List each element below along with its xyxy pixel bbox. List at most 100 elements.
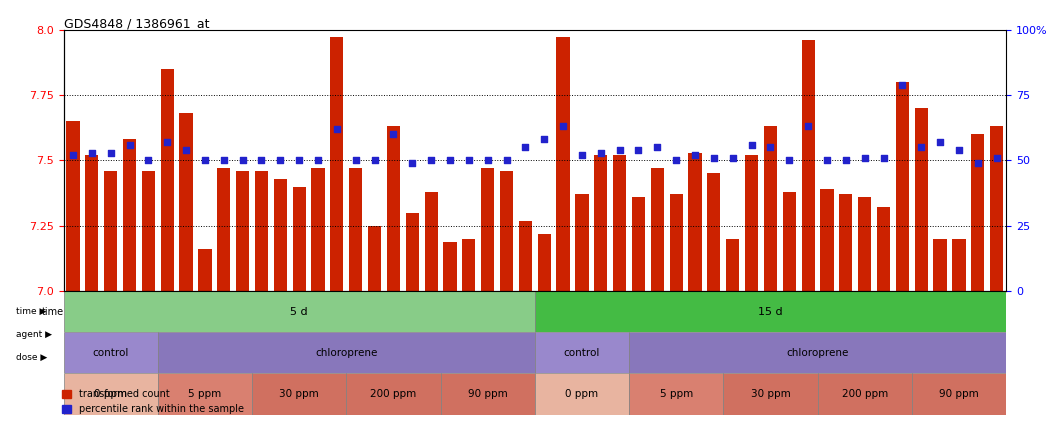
Text: agent ▶: agent ▶ xyxy=(16,330,52,339)
Text: 30 ppm: 30 ppm xyxy=(751,389,790,399)
Bar xyxy=(387,126,400,291)
Bar xyxy=(311,168,325,291)
Bar xyxy=(64,374,158,415)
Point xyxy=(724,154,741,161)
Legend: transformed count, percentile rank within the sample: transformed count, percentile rank withi… xyxy=(58,385,248,418)
Point xyxy=(479,157,496,164)
Point xyxy=(140,157,157,164)
Bar xyxy=(462,239,475,291)
Bar xyxy=(821,189,833,291)
Point xyxy=(951,146,968,153)
Point xyxy=(592,149,609,156)
Point xyxy=(442,157,459,164)
Point xyxy=(574,152,591,159)
Bar xyxy=(723,374,818,415)
Bar xyxy=(839,195,852,291)
Bar xyxy=(707,173,720,291)
Point xyxy=(403,159,420,166)
Point xyxy=(743,141,760,148)
Point xyxy=(272,157,289,164)
Point xyxy=(215,157,232,164)
Text: GDS4848 / 1386961_at: GDS4848 / 1386961_at xyxy=(64,17,209,30)
Text: 5 d: 5 d xyxy=(290,307,308,317)
Bar xyxy=(744,155,758,291)
Text: 200 ppm: 200 ppm xyxy=(371,389,416,399)
Bar xyxy=(123,140,137,291)
Text: 0 ppm: 0 ppm xyxy=(94,389,127,399)
Bar xyxy=(292,187,306,291)
Bar xyxy=(538,233,551,291)
Bar xyxy=(783,192,796,291)
Point xyxy=(686,152,703,159)
Point xyxy=(988,154,1005,161)
Text: 90 ppm: 90 ppm xyxy=(468,389,507,399)
Bar xyxy=(161,69,174,291)
Text: 200 ppm: 200 ppm xyxy=(842,389,887,399)
Point xyxy=(84,149,101,156)
Point xyxy=(423,157,439,164)
Bar xyxy=(425,192,437,291)
Bar xyxy=(535,291,1006,332)
Bar xyxy=(273,179,287,291)
Text: 5 ppm: 5 ppm xyxy=(189,389,221,399)
Bar xyxy=(858,197,872,291)
Bar xyxy=(802,40,814,291)
Text: 0 ppm: 0 ppm xyxy=(566,389,598,399)
Bar xyxy=(217,168,231,291)
Text: 30 ppm: 30 ppm xyxy=(280,389,319,399)
Point xyxy=(328,126,345,132)
Bar xyxy=(481,168,495,291)
Bar xyxy=(349,168,362,291)
Point xyxy=(932,139,949,146)
Bar xyxy=(915,108,928,291)
Point xyxy=(347,157,364,164)
Bar xyxy=(632,197,645,291)
Bar xyxy=(629,332,1006,374)
Bar xyxy=(330,38,343,291)
Text: control: control xyxy=(563,348,600,358)
Bar xyxy=(556,38,570,291)
Bar xyxy=(367,226,381,291)
Bar xyxy=(912,374,1006,415)
Bar xyxy=(613,155,626,291)
Bar xyxy=(500,171,514,291)
Bar xyxy=(933,239,947,291)
Bar xyxy=(650,168,664,291)
Bar xyxy=(669,195,683,291)
Bar xyxy=(896,82,909,291)
Point xyxy=(630,146,647,153)
Bar xyxy=(252,374,346,415)
Bar xyxy=(441,374,535,415)
Bar xyxy=(406,213,419,291)
Text: chloroprene: chloroprene xyxy=(316,348,377,358)
Text: time ▶: time ▶ xyxy=(16,306,47,316)
Point xyxy=(461,157,478,164)
Point xyxy=(385,131,402,137)
Bar xyxy=(575,195,589,291)
Point xyxy=(611,146,628,153)
Point xyxy=(536,136,553,143)
Text: control: control xyxy=(92,348,129,358)
Point xyxy=(253,157,270,164)
Bar xyxy=(629,374,723,415)
Bar xyxy=(764,126,777,291)
Text: chloroprene: chloroprene xyxy=(787,348,848,358)
Bar xyxy=(179,113,193,291)
Bar xyxy=(952,239,966,291)
Bar xyxy=(158,374,252,415)
Point xyxy=(121,141,138,148)
Bar xyxy=(726,239,739,291)
Bar xyxy=(158,332,535,374)
Point xyxy=(856,154,873,161)
Text: time: time xyxy=(41,307,64,317)
Text: dose ▶: dose ▶ xyxy=(16,353,48,362)
Point xyxy=(197,157,214,164)
Bar xyxy=(64,332,158,374)
Point xyxy=(705,154,722,161)
Bar xyxy=(877,208,891,291)
Point xyxy=(913,144,930,151)
Point xyxy=(838,157,855,164)
Point xyxy=(875,154,892,161)
Bar xyxy=(444,242,456,291)
Bar xyxy=(104,171,118,291)
